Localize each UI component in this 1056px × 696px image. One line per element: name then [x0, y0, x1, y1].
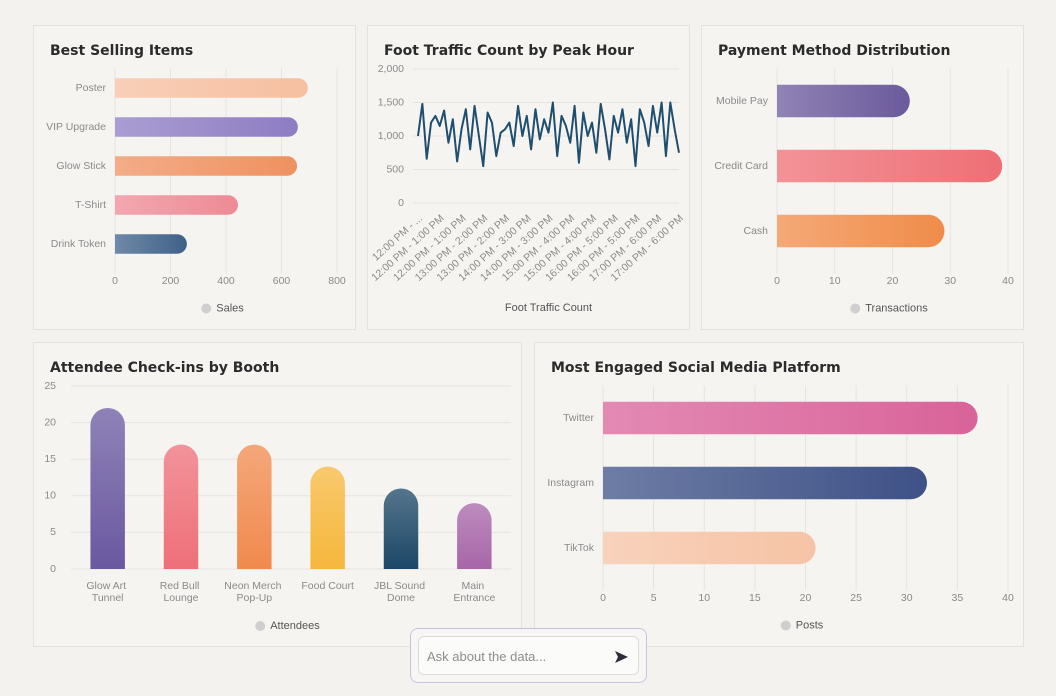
legend-label: Posts [796, 619, 824, 631]
bar [90, 407, 125, 569]
x-tick-label: 5 [651, 592, 657, 604]
bar [237, 444, 272, 569]
chart-panel: Most Engaged Social Media Platform 0 5 10 15… [534, 342, 1024, 647]
x-tick-label: 30 [944, 275, 956, 287]
chart-title: Payment Method Distribution [718, 43, 950, 59]
x-axis-label: Foot Traffic Count [505, 302, 592, 314]
y-tick-label: Instagram [547, 477, 594, 489]
y-tick-label: 15 [44, 453, 56, 465]
chart: Most Engaged Social Media Platform 0 5 10 15… [547, 360, 1014, 631]
y-tick-label: 1,500 [378, 96, 404, 108]
chart-panel: Payment Method Distribution 0 10 20 30 40 Mobi… [701, 25, 1024, 330]
bar [115, 156, 298, 176]
y-tick-label: 0 [398, 197, 404, 209]
bar [777, 149, 1003, 183]
bar [115, 117, 298, 137]
y-tick-label: 20 [44, 416, 56, 428]
x-tick-label: 600 [273, 275, 291, 287]
bar [603, 401, 978, 435]
chart-panel: Attendee Check-ins by Booth 0 5 10 15 20 25 Glo… [33, 342, 522, 647]
bar [383, 488, 419, 569]
line-series [417, 101, 680, 168]
x-tick-label: 40 [1002, 592, 1014, 604]
legend-marker [201, 303, 212, 314]
x-tick-label: 25 [850, 592, 862, 604]
x-tick-label: 10 [829, 275, 841, 287]
chart: Payment Method Distribution 0 10 20 30 40 Mobi… [714, 43, 1014, 314]
x-tick-label: 10 [698, 592, 710, 604]
x-tick-label: 800 [328, 275, 346, 287]
legend-label: Transactions [865, 302, 928, 314]
y-tick-label: 1,000 [378, 130, 404, 142]
x-tick-label: 35 [952, 592, 964, 604]
x-tick-label: 0 [112, 275, 118, 287]
chart-title: Best Selling Items [50, 43, 193, 59]
legend-label: Attendees [270, 620, 320, 632]
y-tick-label: VIP Upgrade [46, 121, 106, 133]
bar [163, 444, 199, 569]
y-tick-label: T-Shirt [75, 199, 106, 211]
y-tick-label: 5 [50, 526, 56, 538]
chart: Best Selling Items 0 200 400 600 800 Poster VIP… [46, 43, 346, 314]
chart-title: Attendee Check-ins by Booth [50, 360, 279, 376]
x-tick-label: 20 [800, 592, 812, 604]
y-tick-label: Glow Stick [56, 160, 106, 172]
bar [115, 195, 238, 215]
x-tick-label: 30 [901, 592, 913, 604]
chart-panel: Foot Traffic Count by Peak Hour 0 500 1,000… [367, 25, 690, 330]
bar [457, 503, 492, 569]
y-tick-label: Cash [743, 225, 768, 237]
x-tick-label: Neon Merch Pop-Up [224, 580, 284, 604]
x-tick-label: Glow Art Tunnel [86, 580, 129, 604]
x-tick-label: Main Entrance [453, 580, 495, 604]
x-tick-label: Food Court [301, 580, 354, 592]
chat-placeholder: Ask about the data... [427, 649, 547, 664]
chart-panel: Best Selling Items 0 200 400 600 800 Poster VIP… [33, 25, 356, 330]
x-tick-label: 200 [162, 275, 180, 287]
y-tick-label: 2,000 [378, 63, 404, 75]
y-tick-label: Mobile Pay [716, 95, 769, 107]
y-tick-label: 0 [50, 563, 56, 575]
y-tick-label: Poster [76, 82, 107, 94]
y-tick-label: Twitter [563, 412, 594, 424]
legend-label: Sales [216, 302, 244, 314]
x-tick-label: JBL Sound Dome [374, 580, 428, 604]
legend-marker [255, 621, 266, 631]
x-tick-label: 20 [887, 275, 899, 287]
y-tick-label: TikTok [564, 542, 595, 554]
x-tick-label: 400 [217, 275, 235, 287]
y-tick-label: Drink Token [51, 238, 106, 250]
bar [115, 78, 308, 98]
chart-title: Most Engaged Social Media Platform [551, 360, 841, 376]
y-tick-label: Credit Card [714, 160, 768, 172]
x-tick-label: 15 [749, 592, 761, 604]
bar [603, 466, 927, 500]
chat-input[interactable]: Ask about the data... [418, 636, 639, 675]
chart-title: Foot Traffic Count by Peak Hour [384, 43, 634, 59]
chat-box: Ask about the data... [410, 628, 647, 683]
y-tick-label: 10 [44, 490, 56, 502]
bar [115, 234, 187, 254]
chart: Foot Traffic Count by Peak Hour 0 500 1,000… [369, 43, 686, 314]
legend-marker [850, 303, 861, 314]
y-tick-label: 500 [386, 163, 404, 175]
bar [310, 466, 345, 569]
x-tick-label: 0 [600, 592, 606, 604]
bar [603, 531, 816, 565]
legend-marker [780, 620, 791, 631]
bar [777, 84, 910, 118]
y-tick-label: 25 [44, 380, 56, 392]
chart: Attendee Check-ins by Booth 0 5 10 15 20 25 Glo… [44, 360, 511, 632]
x-tick-label: 40 [1002, 275, 1014, 287]
bar [777, 214, 945, 248]
x-tick-label: Red Bull Lounge [160, 580, 203, 604]
x-tick-label: 0 [774, 275, 780, 287]
send-button[interactable] [612, 648, 630, 666]
